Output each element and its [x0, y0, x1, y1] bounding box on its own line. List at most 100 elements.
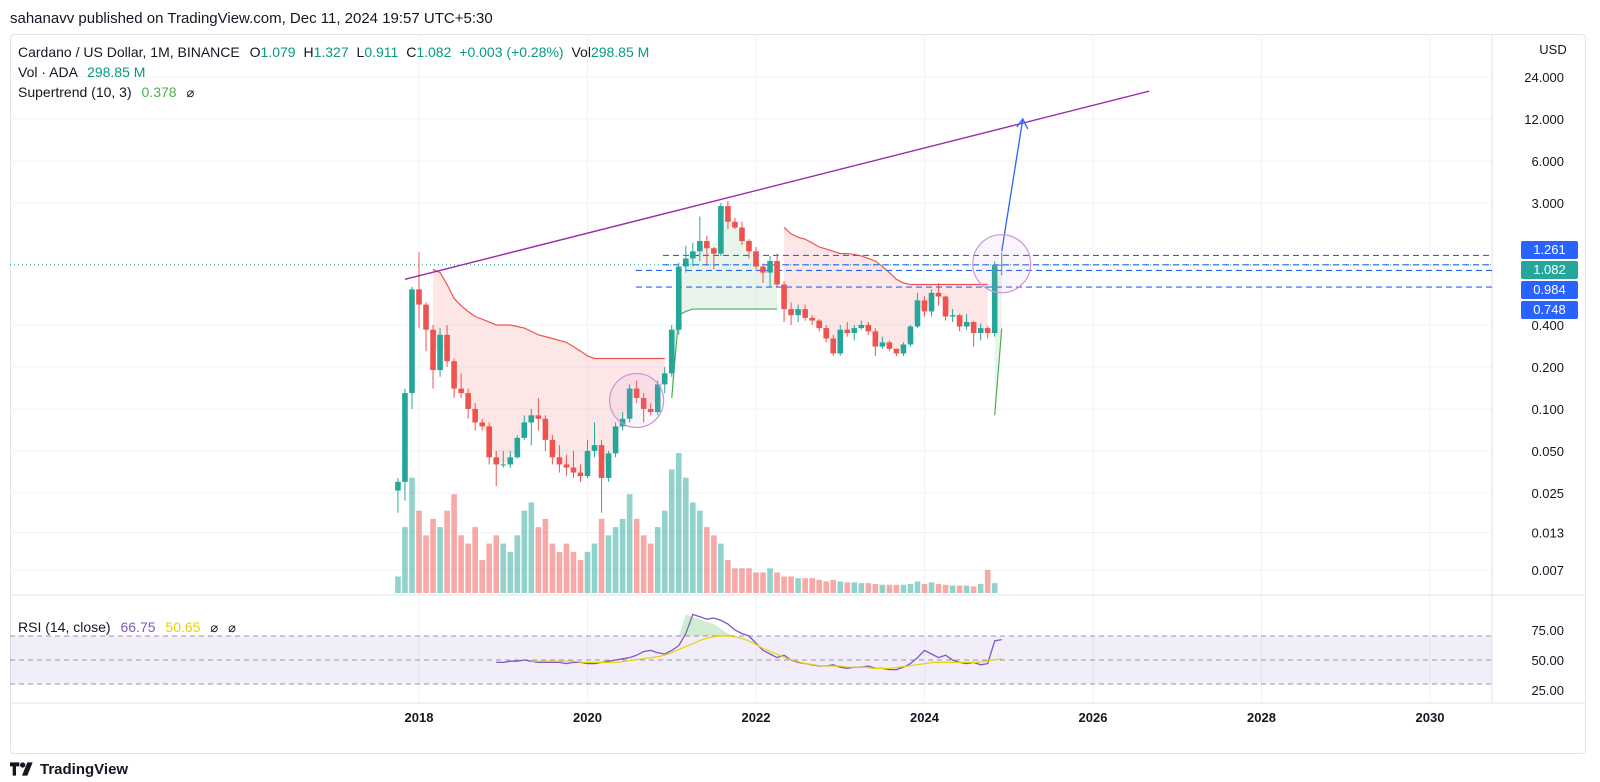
volume-bar	[675, 453, 682, 593]
candle-body	[816, 320, 822, 329]
volume-bar	[963, 585, 970, 593]
volume-bar	[479, 560, 485, 593]
volume-bar	[893, 584, 900, 593]
candle-body	[437, 334, 443, 371]
volume-bar	[514, 535, 521, 593]
supertrend-label[interactable]: Supertrend (10, 3)	[18, 84, 132, 100]
volume-bar	[725, 560, 731, 593]
time-tick-label: 2026	[1079, 710, 1108, 725]
candle-body	[949, 315, 956, 317]
volume-bar	[886, 584, 893, 593]
currency-label[interactable]: USD	[1539, 42, 1567, 57]
volume-bar	[739, 568, 745, 593]
volume-bar	[907, 583, 914, 593]
volume-bar	[598, 518, 605, 593]
candle-body	[598, 445, 605, 478]
volume-bar	[795, 578, 801, 593]
projection-arrow	[1001, 118, 1024, 252]
volume-bar	[605, 535, 612, 593]
high-value: 1.327	[313, 44, 349, 60]
volume-bar	[991, 583, 998, 593]
rsi-legend: RSI (14, close) 66.75 50.65 ⌀ ⌀	[18, 619, 236, 636]
volume-bar	[830, 579, 837, 593]
candle-body	[998, 264, 1005, 266]
candle-body	[690, 251, 696, 259]
candle-body	[942, 296, 949, 317]
candle-body	[486, 426, 493, 458]
volume-bar	[437, 527, 443, 593]
price-tick-label: 0.200	[1531, 360, 1564, 375]
volume-legend-value: 298.85 M	[87, 64, 146, 80]
supertrend-line	[671, 308, 778, 398]
candle-body	[626, 388, 633, 419]
volume-bar	[858, 583, 865, 593]
hidden-value-icon: ⌀	[186, 85, 195, 100]
candle-body	[402, 393, 408, 482]
volume-bar	[697, 510, 703, 593]
candle-body	[893, 348, 900, 354]
volume-bar	[949, 585, 956, 593]
rsi-label[interactable]: RSI (14, close)	[18, 619, 111, 635]
candle-body	[605, 453, 612, 478]
volume-bar	[788, 576, 794, 593]
volume-legend-label[interactable]: Vol · ADA	[18, 64, 78, 80]
time-tick-label: 2024	[910, 710, 940, 725]
vol-label: Vol	[571, 44, 591, 60]
volume-bar	[872, 583, 879, 593]
volume-bar	[900, 584, 907, 593]
candle-body	[549, 439, 556, 458]
change-value: +0.003 (+0.28%)	[459, 44, 564, 60]
chart-frame	[10, 34, 1586, 754]
time-tick-label: 2022	[742, 710, 771, 725]
candle-body	[612, 426, 619, 454]
price-tick-label: 0.100	[1531, 402, 1564, 417]
candle-body	[682, 258, 689, 267]
volume-bar	[591, 543, 598, 593]
volume-bar	[865, 583, 872, 593]
candle-body	[563, 464, 570, 468]
volume-bar	[844, 582, 851, 593]
supertrend-legend: Supertrend (10, 3) 0.378 ⌀	[18, 84, 194, 101]
volume-bar	[458, 535, 464, 593]
volume-bar	[879, 584, 886, 593]
volume-bar	[767, 568, 773, 593]
volume-bar	[802, 578, 808, 593]
price-tick-label: 0.013	[1531, 526, 1564, 541]
highlight-circle	[972, 234, 1032, 294]
volume-bar	[851, 582, 858, 593]
candle-body	[823, 328, 830, 339]
volume-legend: Vol · ADA 298.85 M	[18, 64, 145, 80]
volume-bar	[584, 551, 591, 593]
symbol-legend: Cardano / US Dollar, 1M, BINANCE O1.079 …	[18, 44, 649, 60]
price-tag-0984: 0.984	[1521, 281, 1578, 299]
volume-bar	[809, 578, 815, 593]
candle-body	[781, 284, 787, 310]
candle-body	[472, 408, 478, 423]
supertrend-fill	[433, 269, 665, 475]
candle-body	[767, 261, 773, 273]
candle-body	[654, 384, 661, 413]
price-tick-label: 0.025	[1531, 486, 1564, 501]
supertrend-line	[994, 328, 1003, 416]
brand-name: TradingView	[40, 760, 129, 778]
supertrend-value: 0.378	[141, 84, 177, 100]
volume-bar	[402, 527, 408, 593]
volume-bar	[444, 510, 450, 593]
tradingview-footer[interactable]: TradingView	[10, 758, 128, 780]
candle-body	[753, 251, 759, 267]
price-tag-0748: 0.748	[1521, 301, 1578, 319]
volume-bar	[760, 572, 766, 593]
candle-body	[963, 322, 970, 327]
candle-body	[668, 329, 675, 374]
rsi-ma-value: 50.65	[165, 619, 201, 635]
volume-bar	[704, 527, 710, 593]
candle-body	[395, 481, 401, 491]
volume-bar	[416, 510, 422, 593]
symbol-name[interactable]: Cardano / US Dollar, 1M, BINANCE	[18, 44, 240, 60]
volume-bar	[661, 510, 668, 593]
candle-body	[675, 266, 682, 330]
candle-body	[774, 261, 780, 285]
candle-body	[907, 326, 914, 345]
close-label: C	[406, 44, 417, 60]
